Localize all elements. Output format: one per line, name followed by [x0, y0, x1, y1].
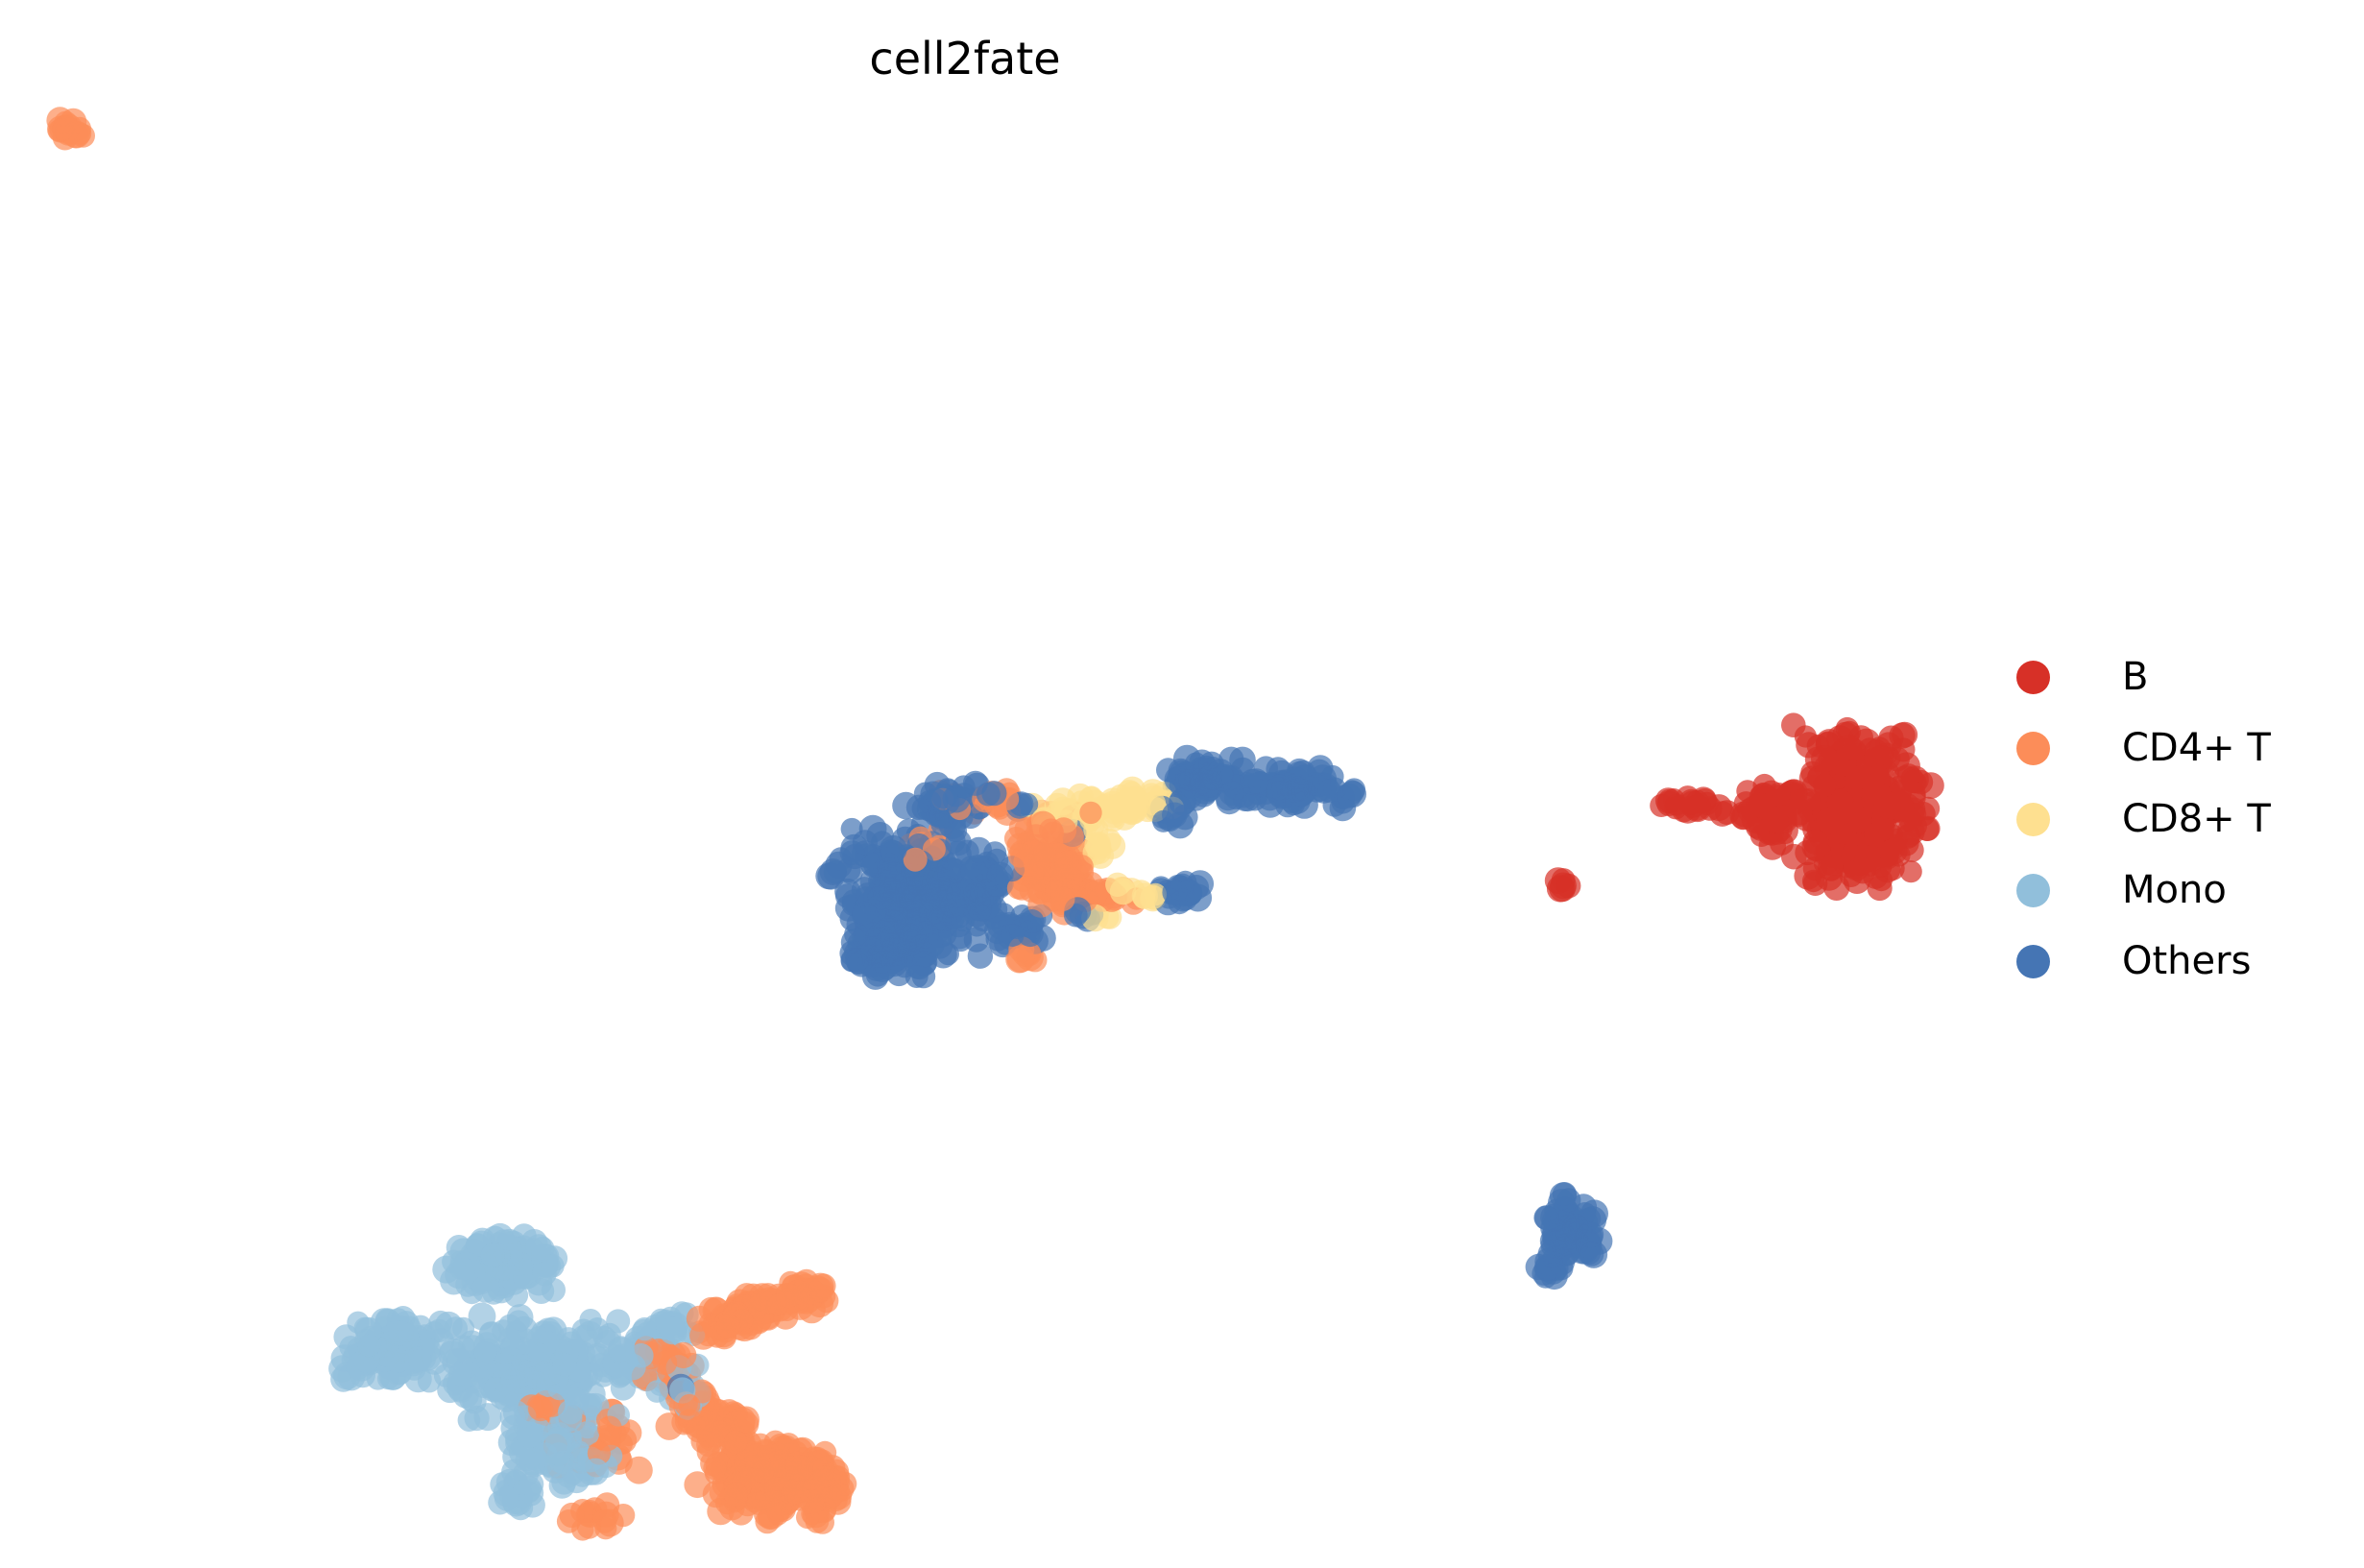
legend-marker-cd8t-icon: [2016, 802, 2050, 836]
legend-label-cd8t: CD8+ T: [2122, 797, 2271, 841]
scatter-points: [46, 107, 1944, 1541]
legend-entry-cd4t: CD4+ T: [2016, 712, 2271, 784]
legend-entry-b: B: [2016, 641, 2271, 712]
legend-label-cd4t: CD4+ T: [2122, 726, 2271, 770]
legend-marker-mono-icon: [2016, 873, 2050, 907]
legend-entry-others: Others: [2016, 926, 2271, 997]
legend-label-others: Others: [2122, 939, 2252, 983]
legend-marker-others-icon: [2016, 944, 2050, 978]
legend-entry-mono: Mono: [2016, 855, 2271, 926]
legend-label-b: B: [2122, 655, 2149, 699]
chart-title: cell2fate: [869, 33, 1061, 84]
legend-entry-cd8t: CD8+ T: [2016, 784, 2271, 855]
legend-label-mono: Mono: [2122, 868, 2227, 912]
legend-marker-cd4t-icon: [2016, 731, 2050, 765]
legend: B CD4+ T CD8+ T Mono Others: [2016, 641, 2271, 997]
legend-marker-b-icon: [2016, 660, 2050, 694]
